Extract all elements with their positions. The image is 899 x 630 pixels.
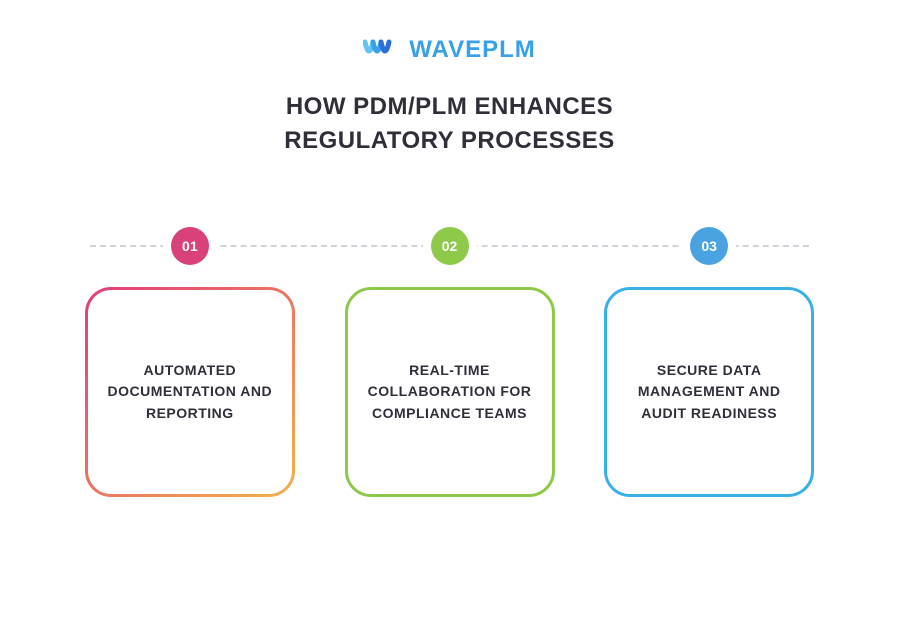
- wave-logo-icon: [363, 36, 399, 64]
- step-badge-3: 03: [690, 227, 728, 265]
- step-3: 03 SECURE DATA MANAGEMENT AND AUDIT READI…: [599, 227, 819, 497]
- steps-row: 01AUTOMATED DOCUMENTATION AND REPORTING0…: [80, 227, 819, 497]
- step-card-text-1: AUTOMATED DOCUMENTATION AND REPORTING: [88, 290, 292, 494]
- page-title: HOW PDM/PLM ENHANCESREGULATORY PROCESSES: [0, 90, 899, 157]
- brand-header: WAVEPLM: [0, 0, 899, 64]
- step-badge-1: 01: [171, 227, 209, 265]
- step-card-3: SECURE DATA MANAGEMENT AND AUDIT READINE…: [604, 287, 814, 497]
- step-badge-2: 02: [431, 227, 469, 265]
- steps-container: 01AUTOMATED DOCUMENTATION AND REPORTING0…: [0, 227, 899, 497]
- page-title-text: HOW PDM/PLM ENHANCESREGULATORY PROCESSES: [284, 93, 615, 154]
- step-card-2: REAL-TIME COLLABORATION FOR COMPLIANCE T…: [345, 287, 555, 497]
- brand-name: WAVEPLM: [409, 36, 536, 64]
- step-card-text-3: SECURE DATA MANAGEMENT AND AUDIT READINE…: [623, 360, 795, 425]
- step-card-1: AUTOMATED DOCUMENTATION AND REPORTING: [85, 287, 295, 497]
- step-card-text-2: REAL-TIME COLLABORATION FOR COMPLIANCE T…: [364, 360, 536, 425]
- step-2: 02 REAL-TIME COLLABORATION FOR COMPLIANCE…: [340, 227, 560, 497]
- step-1: 01 AUTOMATED DOCUMENTATION AND REPORTING: [80, 227, 300, 497]
